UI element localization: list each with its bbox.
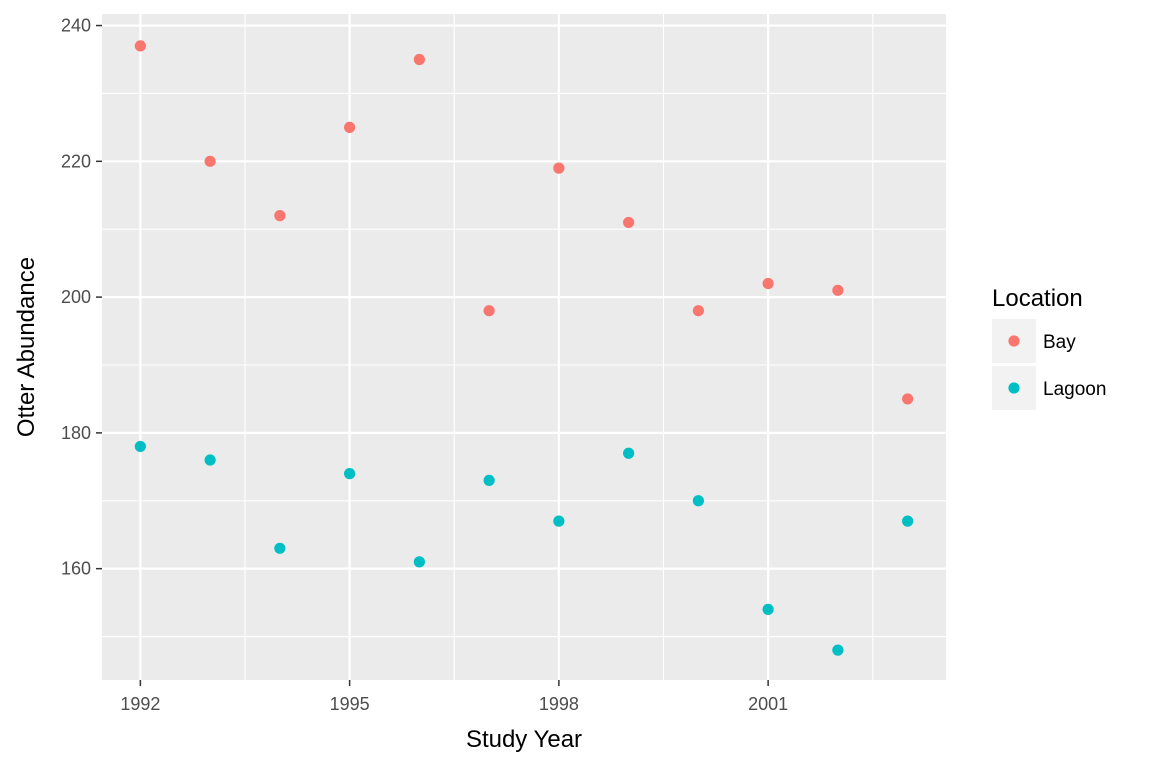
point-bay xyxy=(832,284,844,296)
point-lagoon xyxy=(134,440,146,453)
point-lagoon xyxy=(344,468,356,480)
point-lagoon xyxy=(832,644,844,656)
legend-title: Location xyxy=(992,285,1083,312)
x-axis-title: Study Year xyxy=(466,726,582,753)
y-tick-label: 180 xyxy=(61,423,91,443)
y-tick-label: 160 xyxy=(61,559,91,579)
point-bay xyxy=(483,305,495,317)
x-tick-label: 1998 xyxy=(539,694,579,714)
tick-labels: 1992 1995 1998 2001 160 180 200 220 240 xyxy=(61,16,788,714)
point-lagoon xyxy=(274,542,286,554)
legend-label-bay: Bay xyxy=(1043,332,1076,353)
point-lagoon xyxy=(483,474,495,487)
axis-ticks xyxy=(96,24,769,686)
legend-label-lagoon: Lagoon xyxy=(1043,379,1106,400)
point-bay xyxy=(134,40,146,52)
y-tick-label: 200 xyxy=(61,287,91,307)
legend: Location Bay Lagoon xyxy=(992,285,1106,410)
minor-gridlines xyxy=(102,14,946,680)
point-lagoon xyxy=(762,603,774,615)
point-lagoon xyxy=(413,556,425,568)
legend-marker-lagoon xyxy=(1008,382,1020,394)
point-lagoon xyxy=(692,495,704,507)
data-points xyxy=(134,40,914,656)
legend-items: Bay Lagoon xyxy=(992,319,1106,410)
point-bay xyxy=(344,121,356,133)
plot-panel xyxy=(102,14,946,680)
point-lagoon xyxy=(204,454,216,466)
point-lagoon xyxy=(553,515,565,527)
y-tick-label: 240 xyxy=(61,16,91,36)
x-tick-label: 1992 xyxy=(120,694,160,714)
point-bay xyxy=(762,277,774,290)
point-lagoon xyxy=(623,447,635,459)
point-bay xyxy=(204,155,216,167)
x-tick-label: 1995 xyxy=(330,694,370,714)
point-bay xyxy=(413,53,425,66)
point-bay xyxy=(553,162,565,174)
x-tick-label: 2001 xyxy=(748,694,788,714)
point-bay xyxy=(902,393,914,405)
point-lagoon xyxy=(902,515,914,527)
y-tick-label: 220 xyxy=(61,151,91,171)
point-bay xyxy=(274,210,286,222)
y-axis-title: Otter Abundance xyxy=(13,257,40,437)
legend-marker-bay xyxy=(1008,335,1020,347)
point-bay xyxy=(623,216,635,229)
point-bay xyxy=(692,305,704,317)
